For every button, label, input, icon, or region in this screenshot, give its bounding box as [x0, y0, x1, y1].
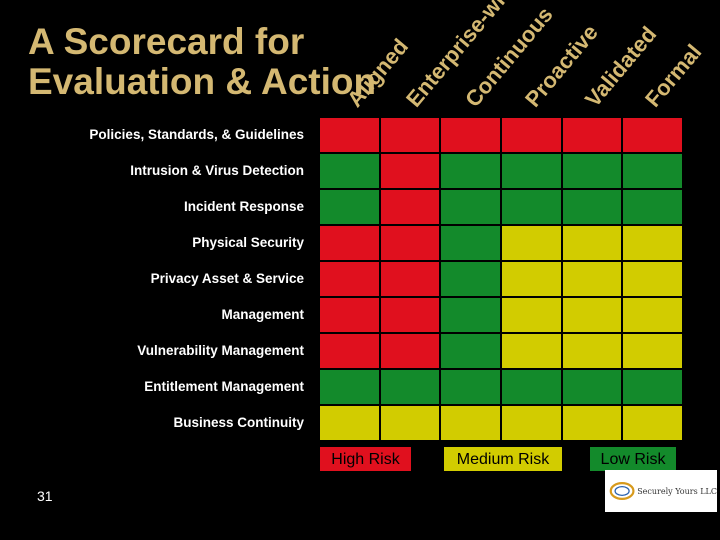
scorecard-cell [441, 406, 500, 440]
scorecard-cell [441, 118, 500, 152]
slide-title: A Scorecard for Evaluation & Action [28, 22, 376, 102]
scorecard-cell [380, 406, 440, 440]
scorecard-cell [320, 226, 379, 260]
scorecard-cell [320, 406, 379, 440]
scorecard-cell [562, 190, 622, 224]
scorecard-cell [502, 226, 561, 260]
scorecard-cell [623, 226, 682, 260]
scorecard-cell [623, 370, 682, 404]
scorecard-cell [320, 370, 379, 404]
logo-text: Securely Yours LLC [637, 486, 717, 496]
scorecard-cell [623, 334, 682, 368]
scorecard-cell [562, 334, 622, 368]
scorecard-cell [562, 226, 622, 260]
title-line-2: Evaluation & Action [28, 61, 377, 102]
legend-high-risk: High Risk [319, 446, 412, 472]
row-label: Incident Response [183, 199, 304, 214]
company-logo: Securely Yours LLC [605, 470, 717, 512]
scorecard-cell [380, 226, 440, 260]
scorecard-cell [380, 334, 440, 368]
scorecard-cell [502, 334, 561, 368]
page-number: 31 [37, 488, 53, 504]
scorecard-cell [623, 154, 682, 188]
scorecard-cell [623, 406, 682, 440]
scorecard-cell [502, 154, 561, 188]
scorecard-cell [320, 154, 379, 188]
row-label: Privacy Asset & Service [150, 271, 304, 286]
logo-swoosh-icon [609, 482, 635, 500]
scorecard-cell [502, 190, 561, 224]
row-label: Business Continuity [173, 415, 304, 430]
scorecard-cell [380, 370, 440, 404]
scorecard-cell [623, 190, 682, 224]
scorecard-cell [623, 298, 682, 332]
scorecard-cell [441, 298, 500, 332]
scorecard-cell [441, 262, 500, 296]
scorecard-cell [623, 118, 682, 152]
scorecard-cell [562, 370, 622, 404]
legend-low-risk: Low Risk [589, 446, 677, 472]
scorecard-cell [320, 262, 379, 296]
scorecard-cell [380, 118, 440, 152]
scorecard-cell [502, 406, 561, 440]
scorecard-cell [502, 298, 561, 332]
scorecard-cell [441, 190, 500, 224]
scorecard-cell [441, 370, 500, 404]
scorecard-cell [441, 154, 500, 188]
scorecard-cell [562, 298, 622, 332]
row-label: Vulnerability Management [137, 343, 304, 358]
scorecard-cell [380, 298, 440, 332]
scorecard-cell [380, 154, 440, 188]
scorecard-cell [562, 154, 622, 188]
row-label: Physical Security [192, 235, 304, 250]
row-label: Policies, Standards, & Guidelines [89, 127, 304, 142]
scorecard-cell [320, 298, 379, 332]
scorecard-cell [502, 262, 561, 296]
title-line-1: A Scorecard for [28, 21, 305, 62]
scorecard-cell [320, 334, 379, 368]
scorecard-cell [380, 262, 440, 296]
scorecard-cell [380, 190, 440, 224]
scorecard-cell [320, 118, 379, 152]
scorecard-cell [320, 190, 379, 224]
scorecard-cell [441, 334, 500, 368]
scorecard-cell [441, 226, 500, 260]
scorecard-cell [502, 370, 561, 404]
legend-medium-risk: Medium Risk [443, 446, 563, 472]
scorecard-cell [562, 406, 622, 440]
scorecard-cell [562, 262, 622, 296]
scorecard-cell [623, 262, 682, 296]
row-label: Intrusion & Virus Detection [130, 163, 304, 178]
scorecard-cell [502, 118, 561, 152]
row-label: Management [221, 307, 304, 322]
scorecard-grid [320, 118, 682, 440]
scorecard-cell [562, 118, 622, 152]
row-label: Entitlement Management [144, 379, 304, 394]
